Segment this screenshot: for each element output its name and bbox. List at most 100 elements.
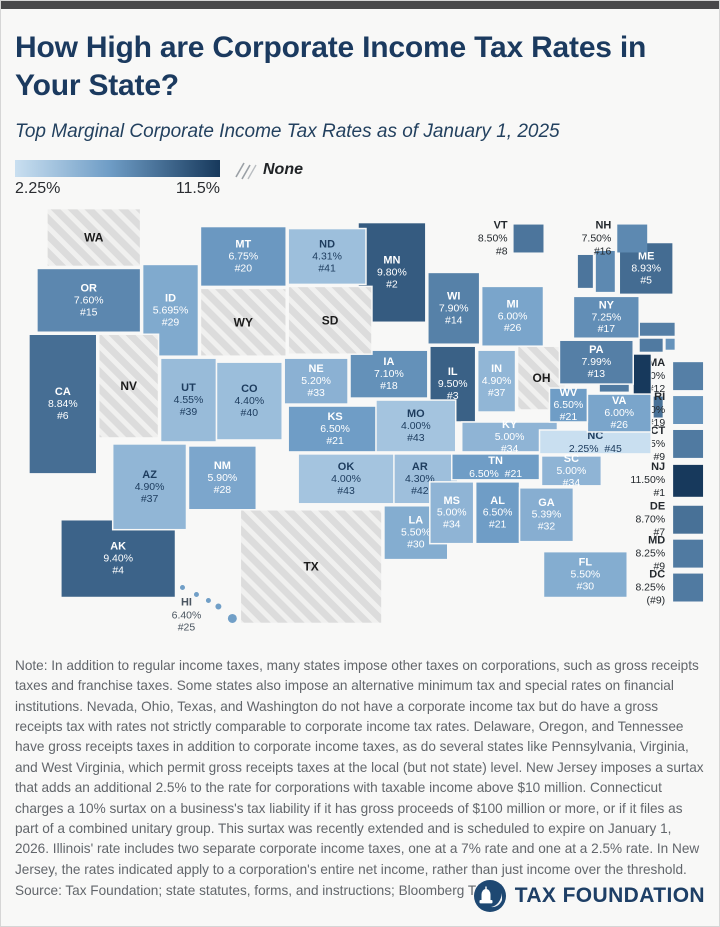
svg-text:#18: #18: [380, 381, 398, 392]
svg-text:MT: MT: [235, 238, 251, 250]
svg-text:#13: #13: [588, 369, 606, 380]
subtitle: Top Marginal Corporate Income Tax Rates …: [15, 120, 560, 142]
svg-text:TX: TX: [303, 559, 318, 573]
svg-text:8.25%: 8.25%: [635, 582, 665, 593]
svg-text:5.50%: 5.50%: [401, 527, 431, 538]
svg-text:#21: #21: [489, 519, 507, 530]
svg-text:4.30%: 4.30%: [405, 474, 435, 485]
svg-text:NC: NC: [587, 430, 603, 442]
svg-text:#43: #43: [407, 433, 425, 444]
svg-text:4.00%: 4.00%: [401, 421, 431, 432]
svg-text:7.10%: 7.10%: [374, 369, 404, 380]
state-ma-swatch: [673, 361, 704, 390]
svg-text:9.40%: 9.40%: [103, 553, 133, 564]
svg-text:#3: #3: [447, 391, 459, 402]
svg-text:NJ: NJ: [651, 461, 665, 473]
svg-text:#1: #1: [653, 488, 665, 499]
svg-text:#8: #8: [496, 246, 508, 257]
svg-text:#39: #39: [180, 407, 198, 418]
legend-labels: 2.25% 11.5%: [15, 180, 220, 198]
state-nj: NJ 11.50% #1: [630, 353, 704, 499]
svg-text:4.40%: 4.40%: [234, 396, 264, 407]
svg-text:OR: OR: [81, 282, 98, 294]
state-hi: HI 6.40%#25: [172, 583, 238, 633]
state-dc: DC 8.25% (#9): [635, 568, 704, 606]
state-wi: WI7.90%#14: [427, 271, 481, 345]
legend-max-label: 11.5%: [175, 179, 220, 197]
svg-text:PA: PA: [589, 344, 603, 356]
svg-text:#12: #12: [648, 384, 666, 395]
svg-text:8.50%: 8.50%: [478, 233, 508, 244]
state-or: OR7.60%#15: [36, 267, 142, 333]
state-md: MD 8.25% #9: [598, 383, 704, 572]
svg-text:#33: #33: [307, 388, 325, 399]
svg-text:ID: ID: [165, 292, 176, 304]
svg-text:6.75%: 6.75%: [228, 251, 258, 262]
svg-text:#37: #37: [488, 388, 506, 399]
svg-text:6.40%: 6.40%: [172, 610, 202, 621]
state-ny: NY7.25%#17: [572, 295, 640, 339]
svg-text:#21: #21: [326, 436, 344, 447]
svg-text:AZ: AZ: [142, 469, 157, 481]
svg-text:ND: ND: [319, 238, 335, 250]
state-nd: ND4.31%#41: [287, 227, 367, 285]
state-az: AZ4.90%#37: [111, 442, 188, 531]
svg-text:7.99%: 7.99%: [581, 357, 611, 368]
svg-text:MS: MS: [444, 495, 460, 507]
state-mo: MO4.00%#43: [375, 399, 457, 453]
svg-text:8.84%: 8.84%: [48, 399, 78, 410]
state-mt: MT6.75%#20: [199, 225, 287, 287]
svg-text:NE: NE: [309, 363, 324, 375]
svg-text:5.695%: 5.695%: [153, 305, 189, 316]
svg-text:#28: #28: [214, 485, 232, 496]
state-md-swatch: [673, 539, 704, 568]
svg-text:4.00%: 4.00%: [331, 474, 361, 485]
svg-text:6.50% #21: 6.50% #21: [469, 469, 522, 480]
state-ia: IA7.10%#18: [349, 349, 429, 399]
state-de-swatch: [673, 505, 704, 534]
svg-text:KY: KY: [502, 419, 518, 431]
svg-text:#34: #34: [501, 444, 519, 455]
svg-text:5.20%: 5.20%: [301, 376, 331, 387]
svg-text:6.00%: 6.00%: [604, 408, 634, 419]
state-ca: CA8.84%#6: [28, 333, 98, 475]
svg-text:DE: DE: [650, 501, 665, 513]
svg-text:#40: #40: [241, 408, 259, 419]
svg-text:7.25%: 7.25%: [591, 312, 621, 323]
state-tx: TX: [239, 508, 383, 624]
state-wv: WV6.50%#21: [548, 387, 589, 423]
svg-text:#32: #32: [538, 521, 556, 532]
state-sd: SD: [287, 285, 373, 355]
legend-min-label: 2.25%: [15, 179, 61, 197]
svg-text:CT: CT: [651, 425, 666, 437]
svg-text:#41: #41: [318, 263, 336, 274]
state-tn: TN 6.50% #21: [450, 452, 541, 481]
svg-text:7.50%: 7.50%: [582, 233, 612, 244]
svg-text:CA: CA: [55, 386, 71, 398]
svg-text:4.90%: 4.90%: [482, 376, 512, 387]
svg-text:5.90%: 5.90%: [208, 473, 238, 484]
svg-text:#16: #16: [594, 246, 612, 257]
svg-text:4.90%: 4.90%: [135, 482, 165, 493]
svg-text:11.50%: 11.50%: [630, 475, 665, 486]
svg-text:6.00%: 6.00%: [498, 311, 528, 322]
svg-text:#34: #34: [563, 478, 581, 489]
source-text: Source: Tax Foundation; state statutes, …: [15, 883, 493, 899]
svg-text:MI: MI: [506, 298, 518, 310]
legend-none-label: None: [263, 160, 303, 178]
svg-text:IA: IA: [383, 356, 394, 368]
svg-text:#30: #30: [407, 539, 425, 550]
svg-text:WY: WY: [234, 315, 253, 329]
svg-text:#15: #15: [80, 307, 98, 318]
svg-text:8.70%: 8.70%: [635, 515, 665, 526]
svg-text:9.80%: 9.80%: [377, 267, 407, 278]
svg-text:#43: #43: [337, 486, 355, 497]
svg-text:NH: NH: [595, 219, 611, 231]
svg-text:FL: FL: [579, 556, 593, 568]
svg-text:6.50%: 6.50%: [554, 400, 584, 411]
svg-text:(#9): (#9): [647, 595, 666, 606]
svg-text:SD: SD: [322, 313, 339, 327]
state-mi: MI6.00%#26: [480, 285, 545, 347]
svg-text:MD: MD: [648, 534, 665, 546]
svg-text:WI: WI: [447, 290, 460, 302]
